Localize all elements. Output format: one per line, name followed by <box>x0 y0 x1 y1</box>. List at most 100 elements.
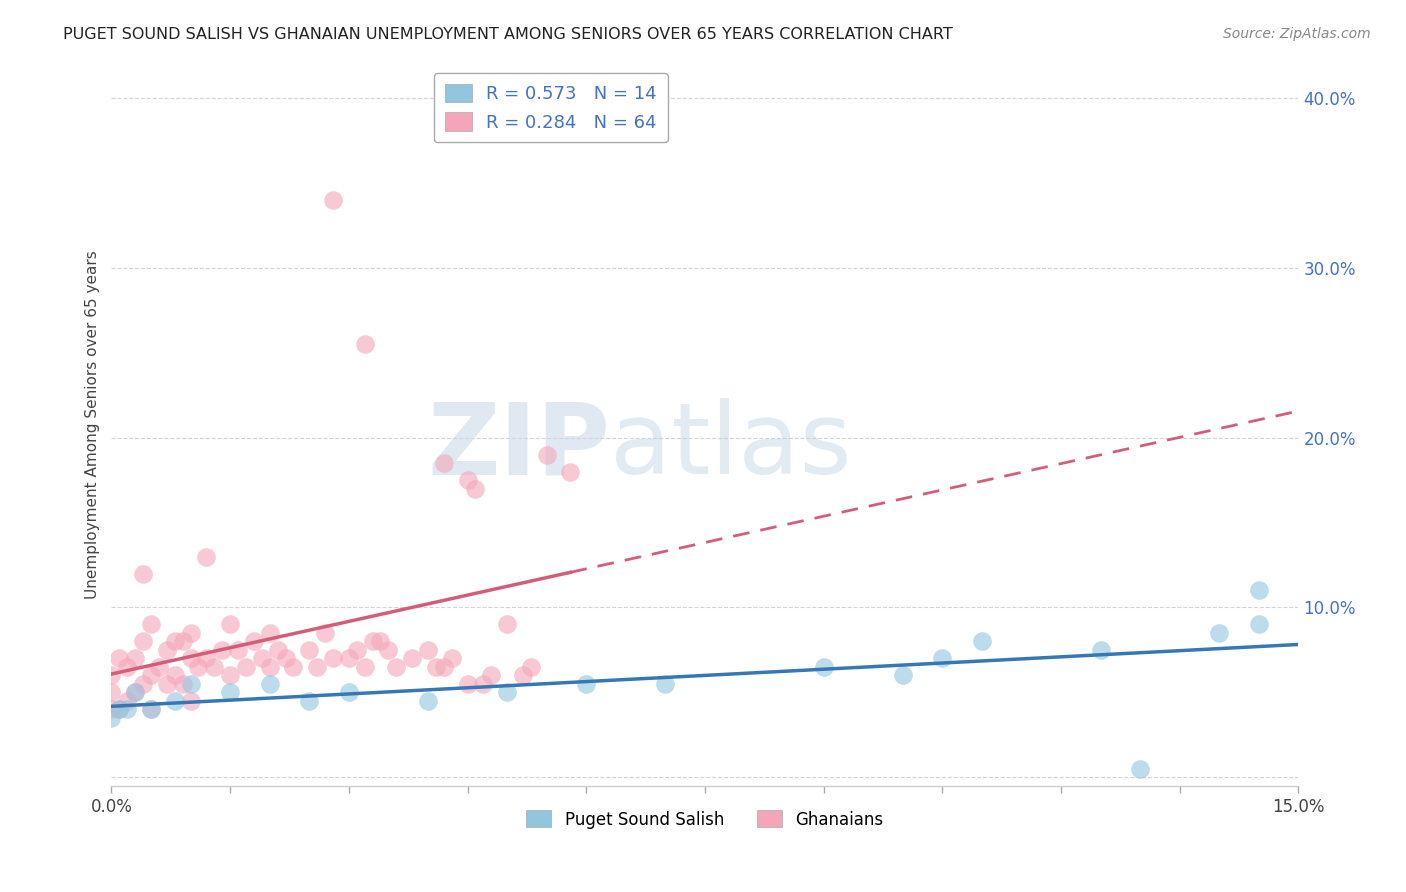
Point <box>219 617 242 632</box>
Point <box>479 668 502 682</box>
Point <box>163 634 186 648</box>
Point <box>156 643 179 657</box>
Text: PUGET SOUND SALISH VS GHANAIAN UNEMPLOYMENT AMONG SENIORS OVER 65 YEARS CORRELAT: PUGET SOUND SALISH VS GHANAIAN UNEMPLOYM… <box>63 27 953 42</box>
Text: Source: ZipAtlas.com: Source: ZipAtlas.com <box>1223 27 1371 41</box>
Text: ZIP: ZIP <box>427 398 610 495</box>
Point <box>187 660 209 674</box>
Point <box>172 634 194 648</box>
Point <box>124 685 146 699</box>
Point <box>100 702 122 716</box>
Point <box>440 651 463 665</box>
Point <box>124 685 146 699</box>
Point <box>211 643 233 657</box>
Point <box>266 643 288 657</box>
Point <box>100 685 122 699</box>
Point <box>457 677 479 691</box>
Point <box>108 702 131 716</box>
Point <box>457 473 479 487</box>
Point <box>931 651 953 665</box>
Point <box>472 677 495 691</box>
Point <box>361 634 384 648</box>
Point <box>322 651 344 665</box>
Point <box>180 626 202 640</box>
Point <box>124 651 146 665</box>
Point <box>226 643 249 657</box>
Point <box>891 668 914 682</box>
Point <box>108 651 131 665</box>
Point <box>496 685 519 699</box>
Point <box>337 651 360 665</box>
Point <box>433 456 456 470</box>
Point <box>202 660 225 674</box>
Point <box>163 668 186 682</box>
Point <box>298 694 321 708</box>
Point <box>108 702 131 716</box>
Point <box>180 694 202 708</box>
Point <box>195 549 218 564</box>
Point <box>1208 626 1230 640</box>
Point <box>322 193 344 207</box>
Point <box>1129 762 1152 776</box>
Text: atlas: atlas <box>610 398 852 495</box>
Legend: Puget Sound Salish, Ghanaians: Puget Sound Salish, Ghanaians <box>520 804 890 835</box>
Point <box>148 660 170 674</box>
Point <box>353 337 375 351</box>
Point <box>259 626 281 640</box>
Point <box>235 660 257 674</box>
Point <box>353 660 375 674</box>
Point <box>274 651 297 665</box>
Point <box>195 651 218 665</box>
Point <box>314 626 336 640</box>
Point <box>377 643 399 657</box>
Point <box>416 643 439 657</box>
Point <box>250 651 273 665</box>
Point <box>512 668 534 682</box>
Point <box>259 660 281 674</box>
Point <box>560 465 582 479</box>
Point <box>520 660 543 674</box>
Point <box>307 660 329 674</box>
Point <box>100 668 122 682</box>
Point <box>970 634 993 648</box>
Point <box>139 702 162 716</box>
Point <box>813 660 835 674</box>
Point <box>385 660 408 674</box>
Point <box>416 694 439 708</box>
Point <box>425 660 447 674</box>
Point <box>115 694 138 708</box>
Point <box>654 677 676 691</box>
Point <box>243 634 266 648</box>
Point <box>132 634 155 648</box>
Point <box>139 668 162 682</box>
Point <box>536 448 558 462</box>
Point <box>180 651 202 665</box>
Point <box>139 617 162 632</box>
Point <box>115 660 138 674</box>
Point <box>259 677 281 691</box>
Point <box>1247 583 1270 598</box>
Point <box>370 634 392 648</box>
Point <box>219 685 242 699</box>
Point <box>298 643 321 657</box>
Point <box>219 668 242 682</box>
Point <box>346 643 368 657</box>
Point <box>180 677 202 691</box>
Point <box>283 660 305 674</box>
Point <box>464 482 486 496</box>
Point <box>1090 643 1112 657</box>
Y-axis label: Unemployment Among Seniors over 65 years: Unemployment Among Seniors over 65 years <box>86 251 100 599</box>
Point <box>496 617 519 632</box>
Point <box>132 677 155 691</box>
Point <box>401 651 423 665</box>
Point <box>163 694 186 708</box>
Point <box>433 660 456 674</box>
Point <box>575 677 598 691</box>
Point <box>115 702 138 716</box>
Point <box>172 677 194 691</box>
Point <box>337 685 360 699</box>
Point <box>139 702 162 716</box>
Point <box>100 711 122 725</box>
Point <box>1247 617 1270 632</box>
Point <box>156 677 179 691</box>
Point <box>132 566 155 581</box>
